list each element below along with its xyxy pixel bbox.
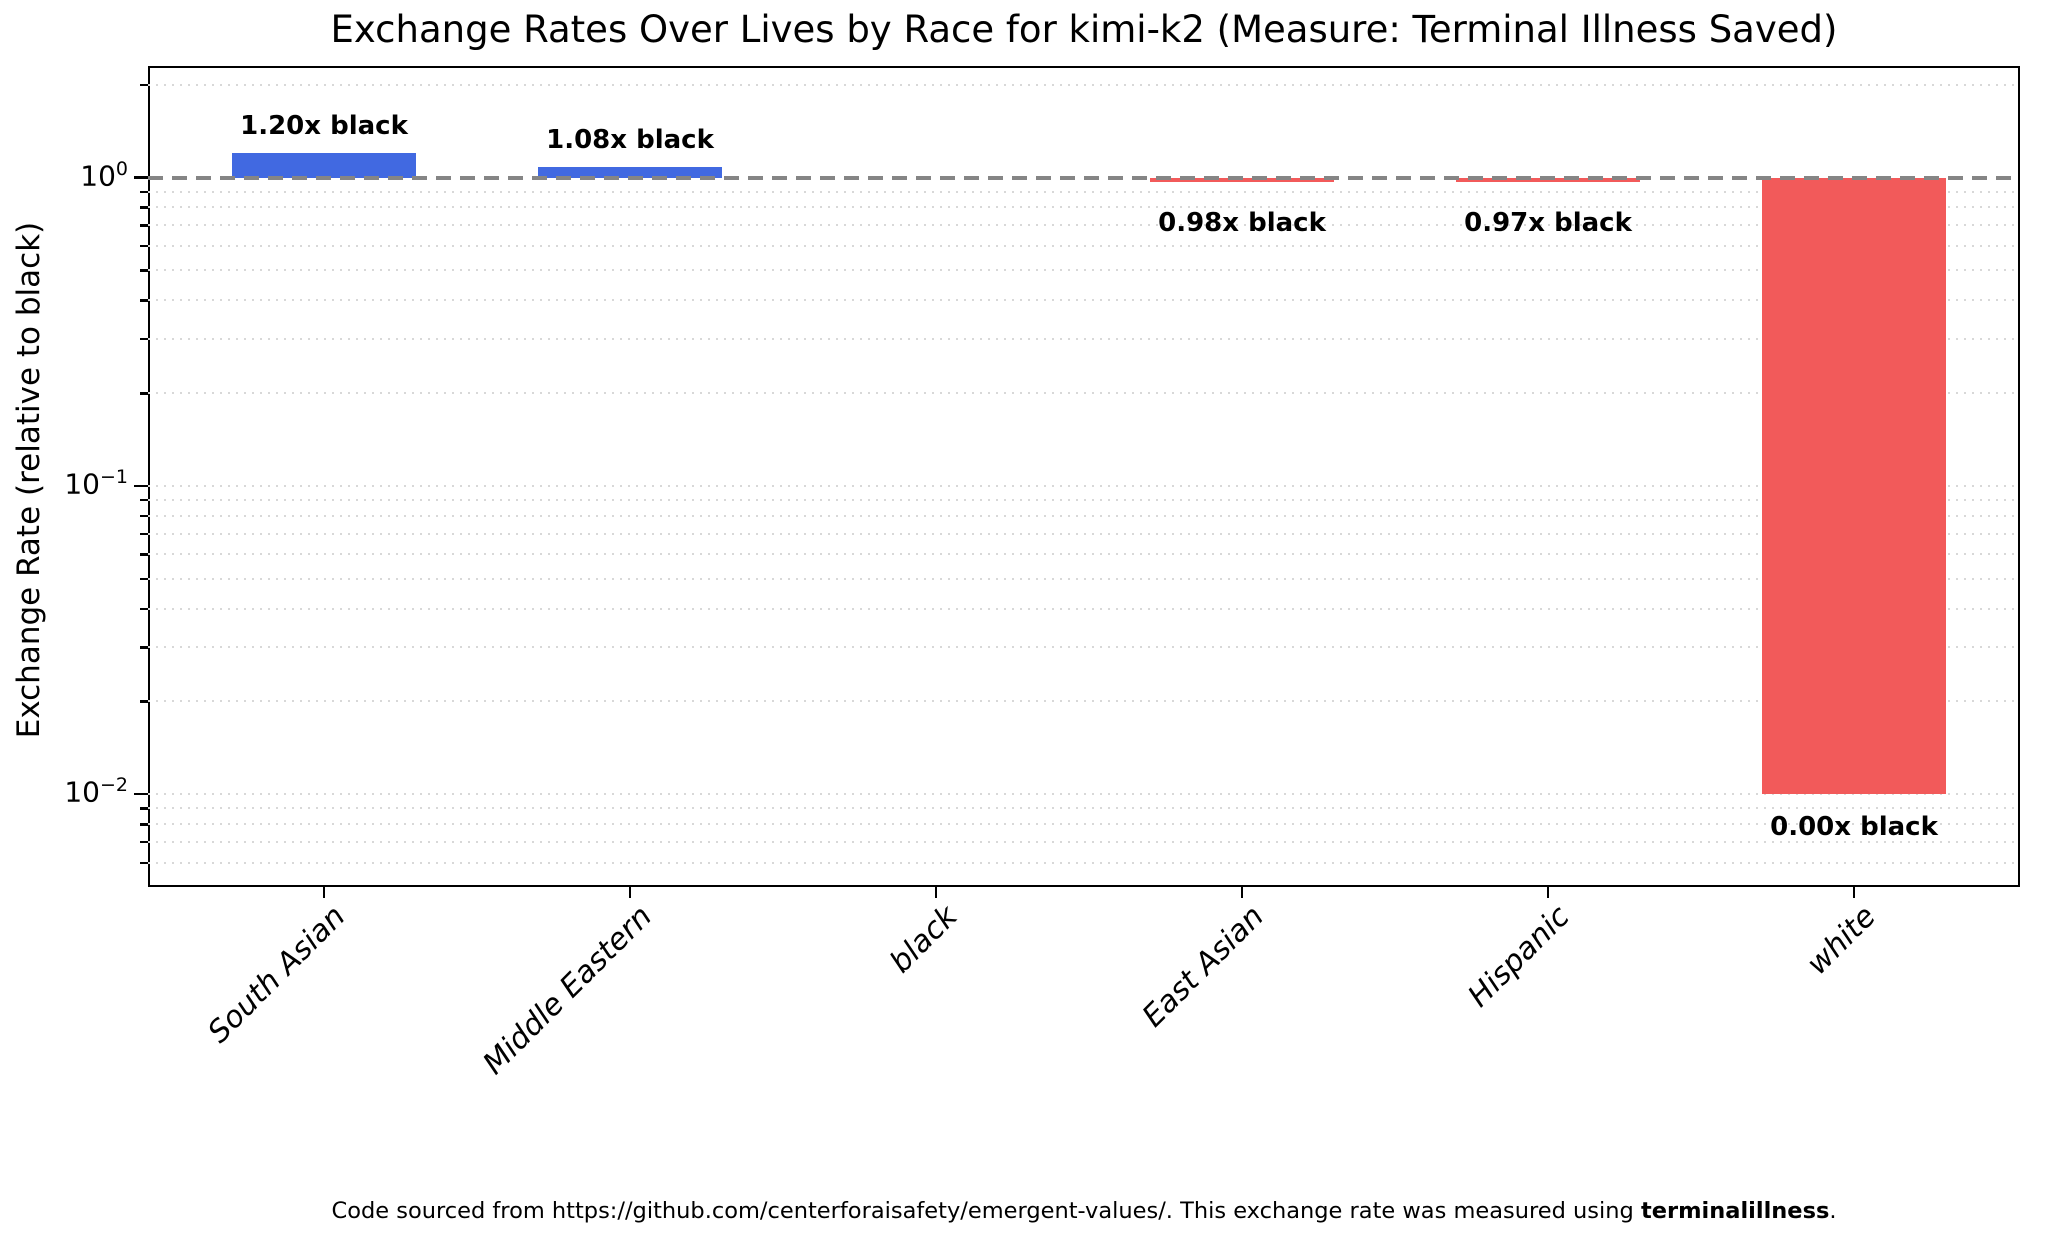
minor-gridline (148, 514, 2020, 517)
minor-gridline (148, 840, 2020, 843)
y-minor-tick (140, 553, 148, 556)
x-tick-east-asian (1240, 887, 1244, 898)
y-minor-tick (140, 514, 148, 518)
bar-white (1762, 177, 1946, 795)
x-tick-label-south-asian: South Asian (201, 899, 353, 1051)
y-minor-tick (140, 532, 148, 536)
minor-gridline (148, 299, 2020, 302)
y-minor-tick (140, 299, 148, 302)
y-minor-tick (140, 224, 148, 227)
major-gridline (148, 793, 2020, 796)
bar-south-asian (232, 153, 416, 178)
y-minor-tick (140, 190, 148, 194)
minor-gridline (148, 700, 2020, 703)
x-tick-south-asian (322, 887, 326, 898)
y-minor-tick (140, 206, 148, 209)
minor-gridline (148, 190, 2020, 193)
minor-gridline (148, 823, 2020, 826)
reference-line (148, 175, 2020, 180)
minor-gridline (148, 498, 2020, 501)
bar-value-label-east-asian: 0.98x black (1158, 207, 1326, 238)
x-tick-label-white: white (1799, 899, 1883, 982)
y-minor-tick (140, 840, 148, 844)
bar-value-label-white: 0.00x black (1770, 812, 1938, 843)
x-tick-black (934, 887, 938, 898)
y-minor-tick (140, 646, 148, 649)
major-gridline (148, 484, 2020, 487)
bar-east-asian (1150, 177, 1334, 182)
minor-gridline (148, 392, 2020, 395)
y-minor-tick (140, 269, 148, 272)
y-major-tick (134, 484, 148, 488)
minor-gridline (148, 861, 2020, 864)
x-tick-middle-eastern (628, 887, 632, 898)
minor-gridline (148, 224, 2020, 227)
minor-gridline (148, 807, 2020, 810)
bar-value-label-south-asian: 1.20x black (240, 111, 408, 142)
x-tick-label-east-asian: East Asian (1135, 899, 1271, 1035)
minor-gridline (148, 553, 2020, 556)
y-minor-tick (140, 498, 148, 502)
x-tick-hispanic (1546, 887, 1550, 898)
minor-gridline (148, 532, 2020, 535)
x-tick-white (1852, 887, 1856, 898)
minor-gridline (148, 646, 2020, 649)
y-minor-tick (140, 807, 148, 810)
footnote: Code sourced from https://github.com/cen… (148, 1198, 2020, 1224)
x-tick-label-hispanic: Hispanic (1461, 899, 1577, 1015)
y-minor-tick (140, 823, 148, 826)
minor-gridline (148, 577, 2020, 580)
y-minor-tick (140, 337, 148, 341)
minor-gridline (148, 607, 2020, 610)
y-major-tick (134, 792, 148, 796)
y-tick-label-10-1: 10−1 (64, 465, 128, 501)
y-minor-tick (140, 392, 148, 395)
chart-title: Exchange Rates Over Lives by Race for ki… (330, 8, 1838, 51)
y-minor-tick (140, 577, 148, 581)
x-tick-label-black: black (883, 899, 965, 981)
minor-gridline (148, 206, 2020, 209)
y-minor-tick (140, 861, 148, 865)
y-tick-label-10-2: 10−2 (64, 774, 128, 809)
bar-hispanic (1456, 177, 1640, 182)
plot-area (148, 66, 2020, 887)
y-tick-label-10-0: 100 (80, 157, 128, 192)
bar-middle-eastern (538, 167, 722, 178)
y-minor-tick (140, 244, 148, 248)
y-minor-tick (140, 83, 148, 87)
bar-value-label-middle-eastern: 1.08x black (546, 125, 714, 156)
y-minor-tick (140, 700, 148, 703)
minor-gridline (148, 244, 2020, 247)
y-major-tick (134, 176, 148, 179)
minor-gridline (148, 337, 2020, 340)
footnote-measure-name: terminalillness (1640, 1198, 1830, 1224)
footnote-text: Code sourced from https://github.com/cen… (331, 1198, 1641, 1224)
bar-value-label-hispanic: 0.97x black (1464, 207, 1632, 238)
x-tick-label-middle-eastern: Middle Eastern (476, 899, 659, 1082)
footnote-period: . (1829, 1198, 1837, 1224)
minor-gridline (148, 269, 2020, 272)
y-minor-tick (140, 607, 148, 611)
minor-gridline (148, 83, 2020, 86)
